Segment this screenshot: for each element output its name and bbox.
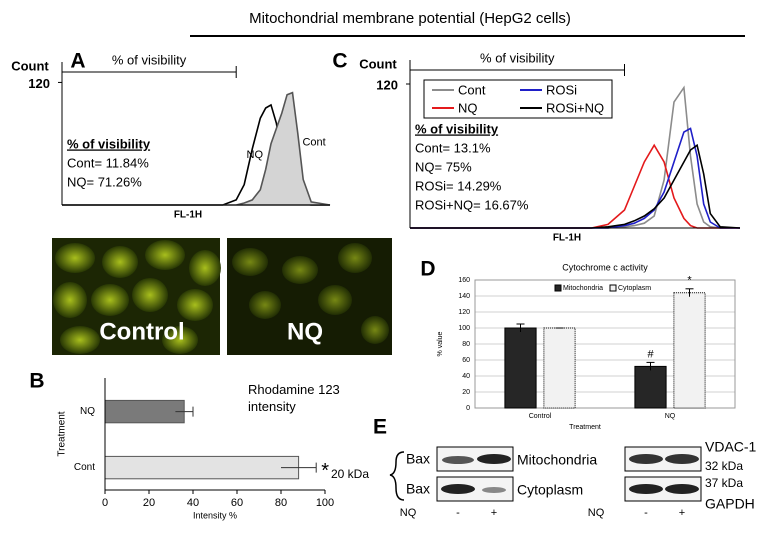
x-axis-label: FL-1H — [553, 233, 581, 244]
y-axis-label: Treatment — [57, 411, 68, 456]
curve-label: NQ — [247, 149, 264, 161]
blot-treatment: + — [491, 507, 497, 519]
legend-swatch — [554, 284, 562, 292]
legend-label: Cytoplasm — [618, 285, 651, 292]
blot-treatment: - — [644, 507, 648, 519]
legend-label: Cont — [458, 82, 486, 97]
bracket-label: % of visibility — [480, 50, 555, 65]
blot-fraction: Cytoplasm — [517, 482, 583, 498]
y-tick-label: 140 — [458, 293, 470, 300]
curve-label: Cont — [302, 137, 325, 149]
bracket-label: % of visibility — [112, 52, 187, 67]
y-tick-label: 60 — [462, 357, 470, 364]
panel-label: C — [332, 50, 347, 73]
figure-title: Mitochondrial membrane potential (HepG2 … — [249, 10, 571, 27]
y-tick-label: 100 — [458, 325, 470, 332]
annotation: ROSi+NQ= 16.67% — [415, 197, 529, 212]
blot-fraction: Mitochondria — [517, 452, 597, 468]
panel-label: A — [70, 50, 85, 73]
annotation: Cont= 11.84% — [67, 155, 149, 170]
x-tick-label: 60 — [231, 497, 243, 509]
x-tick-label: 100 — [316, 497, 334, 509]
y-axis-label: % value — [437, 331, 444, 356]
annotation: * — [321, 460, 329, 482]
y-tick-label: 0 — [466, 405, 470, 412]
x-tick-label: NQ — [665, 413, 676, 420]
x-axis-label: Treatment — [569, 424, 601, 431]
blot-label: Bax — [406, 451, 430, 467]
panel-label: B — [29, 370, 44, 393]
series-line — [410, 143, 741, 229]
bar — [504, 327, 537, 409]
annotation-title: % of visibility — [415, 121, 499, 136]
y-tick-label: 120 — [376, 77, 398, 92]
blot-treatment: NQ — [400, 507, 417, 519]
legend-label: ROSi — [546, 82, 577, 97]
bar — [634, 365, 667, 409]
y-tick-label: 120 — [28, 76, 50, 91]
bar — [104, 399, 185, 424]
series-line — [410, 127, 740, 229]
annotation: NQ= 71.26% — [67, 174, 142, 189]
annotation-title: % of visibility — [67, 136, 151, 151]
y-tick-label: 120 — [458, 309, 470, 316]
x-tick-label: 20 — [143, 497, 155, 509]
blot-treatment: NQ — [588, 507, 605, 519]
western-blot: Bax Bax 20 kDa Mitochondria Cytoplasm VD… — [331, 439, 757, 519]
bar — [543, 327, 576, 409]
blot-label: GAPDH — [705, 496, 755, 512]
y-axis-label: Count — [11, 58, 49, 73]
x-tick-label: 80 — [275, 497, 287, 509]
annotation: # — [647, 348, 654, 360]
chart-title: Cytochrome c activity — [562, 262, 648, 272]
panel-label: D — [420, 258, 435, 281]
annotation: ROSi= 14.29% — [415, 178, 502, 193]
x-tick-label: Control — [529, 413, 552, 420]
y-tick-label: Cont — [74, 462, 95, 473]
micrograph-label: Control — [99, 318, 184, 345]
series-line — [62, 91, 331, 206]
x-tick-label: 40 — [187, 497, 199, 509]
micrograph: NQ — [227, 238, 392, 355]
micrograph-label: NQ — [287, 318, 323, 345]
blot-size: 20 kDa — [331, 467, 369, 481]
bar — [673, 292, 706, 409]
annotation: Cont= 13.1% — [415, 140, 491, 155]
y-axis-label: Count — [359, 56, 397, 71]
blot-treatment: - — [456, 507, 460, 519]
blot-label: VDAC-1 — [705, 439, 757, 455]
legend-label: Mitochondria — [563, 285, 603, 292]
annotation: NQ= 75% — [415, 159, 472, 174]
blot-label: Bax — [406, 481, 430, 497]
chart-subtitle: Rhodamine 123 intensity — [248, 382, 340, 414]
x-axis-label: FL-1H — [174, 210, 202, 221]
x-axis-label: Intensity % — [193, 510, 237, 520]
y-tick-label: NQ — [80, 406, 95, 417]
y-tick-label: 160 — [458, 277, 470, 284]
blot-size: 37 kDa — [705, 476, 743, 490]
blot-treatment: + — [679, 507, 685, 519]
annotation: * — [687, 275, 692, 287]
legend-box — [423, 79, 613, 119]
micrograph: Control — [52, 238, 221, 355]
panel-label: E — [373, 416, 387, 439]
y-tick-label: 40 — [462, 373, 470, 380]
y-tick-label: 80 — [462, 341, 470, 348]
x-tick-label: 0 — [102, 497, 108, 509]
legend-label: NQ — [458, 100, 478, 115]
legend-swatch — [609, 284, 617, 292]
bar — [104, 455, 300, 480]
plot-frame — [474, 279, 736, 409]
blot-size: 32 kDa — [705, 459, 743, 473]
y-tick-label: 20 — [462, 389, 470, 396]
legend-label: ROSi+NQ — [546, 100, 604, 115]
